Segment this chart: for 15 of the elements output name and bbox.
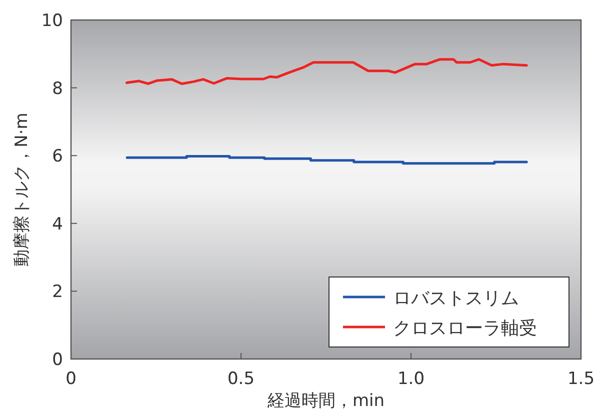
x-tick-label: 0.5 xyxy=(227,369,255,389)
legend-label: クロスローラ軸受 xyxy=(393,318,537,339)
x-tick-label: 1.5 xyxy=(567,369,595,389)
y-tick-label: 6 xyxy=(52,146,63,167)
y-tick-label: 2 xyxy=(52,282,63,302)
y-axis-title: 動摩擦トルク，N·m xyxy=(12,112,32,266)
line-series xyxy=(126,58,528,85)
legend-label: ロバストスリム xyxy=(393,288,519,309)
y-tick-label: 10 xyxy=(41,11,63,31)
x-axis-title: 経過時間，min xyxy=(266,391,385,411)
y-tick-label: 4 xyxy=(52,214,63,234)
x-tick-label: 1.0 xyxy=(397,369,425,389)
x-tick-label: 0 xyxy=(66,369,76,389)
y-tick-label: 0 xyxy=(52,350,63,370)
y-tick-label: 8 xyxy=(52,78,63,99)
